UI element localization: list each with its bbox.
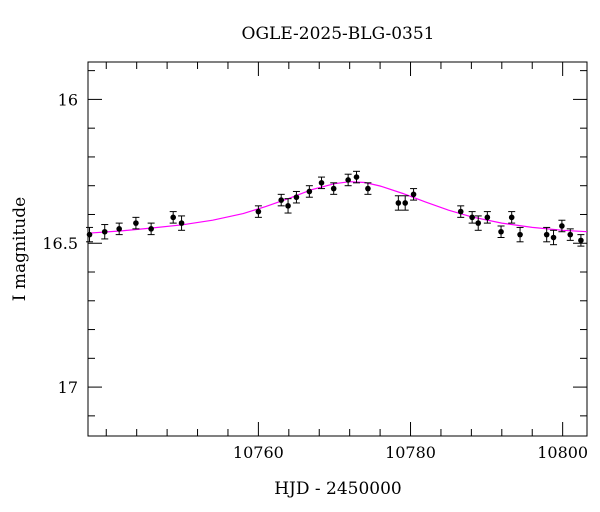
data-point bbox=[254, 205, 262, 218]
data-marker bbox=[170, 214, 176, 221]
data-point bbox=[115, 222, 123, 236]
data-marker bbox=[330, 185, 337, 192]
data-point bbox=[147, 222, 155, 236]
data-point bbox=[318, 176, 326, 190]
data-marker bbox=[484, 214, 491, 221]
data-point bbox=[550, 229, 558, 246]
data-point bbox=[483, 211, 491, 224]
data-point bbox=[394, 195, 402, 211]
data-marker bbox=[318, 180, 325, 186]
data-marker bbox=[345, 177, 351, 183]
x-axis-label: HJD - 2450000 bbox=[274, 479, 402, 499]
plot-frame bbox=[87, 61, 588, 437]
data-point bbox=[508, 211, 516, 224]
data-point bbox=[543, 226, 551, 243]
data-marker bbox=[517, 231, 523, 238]
data-marker bbox=[402, 200, 408, 206]
data-marker bbox=[133, 220, 139, 226]
data-point bbox=[353, 170, 361, 184]
data-marker bbox=[86, 231, 93, 238]
data-point bbox=[305, 185, 313, 198]
data-marker bbox=[278, 197, 285, 203]
data-point bbox=[457, 205, 465, 218]
data-point bbox=[497, 225, 505, 238]
data-point bbox=[566, 228, 574, 241]
data-point bbox=[132, 216, 140, 230]
data-marker bbox=[395, 200, 402, 206]
data-marker bbox=[578, 237, 584, 244]
y-axis-label: I magnitude bbox=[10, 197, 30, 301]
data-point bbox=[330, 182, 338, 195]
data-marker bbox=[508, 214, 515, 221]
x-tick-label: 10800 bbox=[537, 443, 588, 462]
data-marker bbox=[293, 194, 300, 201]
data-point bbox=[577, 234, 585, 247]
data-marker bbox=[469, 214, 475, 221]
data-point bbox=[86, 226, 94, 243]
data-point bbox=[284, 198, 292, 214]
data-marker bbox=[543, 231, 550, 238]
data-point bbox=[364, 182, 372, 195]
data-marker bbox=[410, 191, 417, 198]
data-marker bbox=[365, 185, 371, 192]
x-axis-ticks: 10760 10780 10800 bbox=[105, 62, 588, 462]
data-marker bbox=[255, 208, 262, 215]
chart-title: OGLE-2025-BLG-0351 bbox=[242, 24, 435, 44]
data-point bbox=[344, 173, 352, 187]
data-marker bbox=[285, 203, 291, 209]
data-point bbox=[178, 215, 186, 231]
data-marker bbox=[178, 220, 185, 226]
data-marker bbox=[101, 228, 108, 235]
data-marker bbox=[559, 223, 565, 229]
y-axis-ticks: 16 16.5 17 bbox=[42, 70, 587, 417]
model-fit-line bbox=[87, 181, 588, 234]
data-points-layer bbox=[86, 170, 585, 247]
data-marker bbox=[353, 174, 360, 180]
y-tick-label: 16.5 bbox=[42, 234, 78, 253]
model-curve-layer bbox=[87, 181, 588, 234]
data-marker bbox=[498, 228, 504, 235]
data-point bbox=[101, 224, 109, 240]
data-point bbox=[410, 188, 418, 201]
data-marker bbox=[457, 208, 464, 215]
data-marker bbox=[567, 231, 574, 238]
y-tick-label: 17 bbox=[58, 378, 78, 397]
data-point bbox=[292, 190, 300, 204]
data-marker bbox=[475, 220, 482, 226]
data-point bbox=[277, 193, 285, 207]
data-marker bbox=[306, 188, 313, 195]
data-point bbox=[474, 215, 482, 231]
data-point bbox=[516, 226, 524, 243]
data-point bbox=[169, 211, 177, 224]
data-marker bbox=[116, 226, 122, 232]
data-point bbox=[558, 219, 566, 233]
data-marker bbox=[550, 234, 557, 241]
data-marker bbox=[148, 226, 154, 232]
y-tick-label: 16 bbox=[58, 90, 78, 109]
data-point bbox=[468, 211, 476, 224]
x-tick-label: 10760 bbox=[233, 443, 284, 462]
x-tick-label: 10780 bbox=[385, 443, 436, 462]
data-point bbox=[401, 195, 409, 211]
